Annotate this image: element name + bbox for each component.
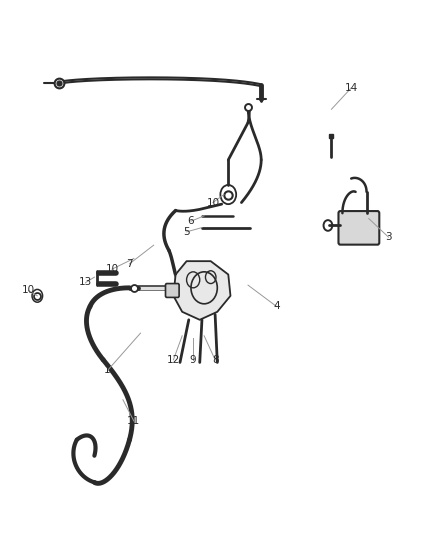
- Text: 13: 13: [79, 278, 92, 287]
- Text: 8: 8: [211, 355, 218, 365]
- Text: 3: 3: [384, 232, 391, 242]
- Text: 1: 1: [104, 366, 111, 375]
- Text: 4: 4: [272, 302, 279, 311]
- Text: 11: 11: [127, 416, 140, 426]
- Text: 10: 10: [22, 286, 35, 295]
- Text: 12: 12: [166, 355, 180, 365]
- Polygon shape: [173, 261, 230, 320]
- Text: 10: 10: [206, 198, 219, 207]
- Text: 5: 5: [183, 227, 190, 237]
- Text: 6: 6: [187, 216, 194, 226]
- FancyBboxPatch shape: [165, 284, 179, 297]
- FancyBboxPatch shape: [338, 211, 378, 245]
- Text: 10: 10: [105, 264, 118, 274]
- Text: 14: 14: [344, 83, 357, 93]
- Text: 7: 7: [126, 259, 133, 269]
- Text: 9: 9: [189, 355, 196, 365]
